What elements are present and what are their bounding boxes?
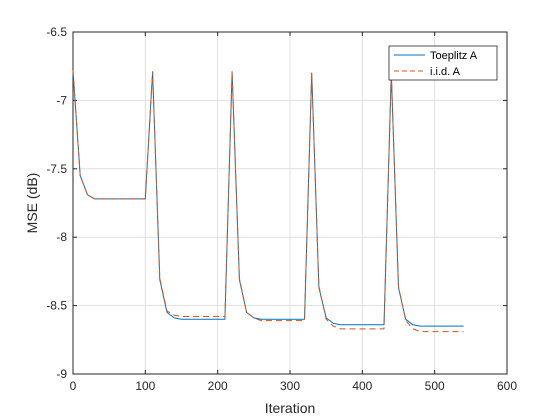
series-line-iid bbox=[72, 70, 464, 333]
x-tick-label: 400 bbox=[352, 379, 372, 393]
x-tick-label: 0 bbox=[70, 379, 77, 393]
x-tick-label: 300 bbox=[280, 379, 300, 393]
y-tick-label: -9 bbox=[56, 367, 67, 381]
x-tick-label: 200 bbox=[208, 379, 228, 393]
y-axis-label: MSE (dB) bbox=[24, 173, 40, 234]
x-tick-label: 100 bbox=[135, 379, 155, 393]
legend-label-iid: i.i.d. A bbox=[430, 66, 461, 78]
y-tick-label: -7 bbox=[56, 93, 67, 107]
data-series bbox=[72, 70, 464, 333]
y-tick-label: -7.5 bbox=[46, 162, 67, 176]
y-tick-label: -6.5 bbox=[46, 25, 67, 39]
y-tick-label: -8.5 bbox=[46, 299, 67, 313]
x-tick-label: 600 bbox=[497, 379, 517, 393]
x-axis-label: Iteration bbox=[265, 400, 316, 416]
axis-ticks: 0 100 200 300 400 500 600 -9 -8.5 -8 -7.5 -7 -6.5 bbox=[46, 25, 517, 393]
y-tick-label: -8 bbox=[56, 230, 67, 244]
legend-label-toeplitz: Toeplitz A bbox=[430, 50, 478, 62]
x-tick-label: 500 bbox=[425, 379, 445, 393]
legend: Toeplitz A i.i.d. A bbox=[388, 45, 498, 81]
legend-box bbox=[388, 45, 498, 81]
